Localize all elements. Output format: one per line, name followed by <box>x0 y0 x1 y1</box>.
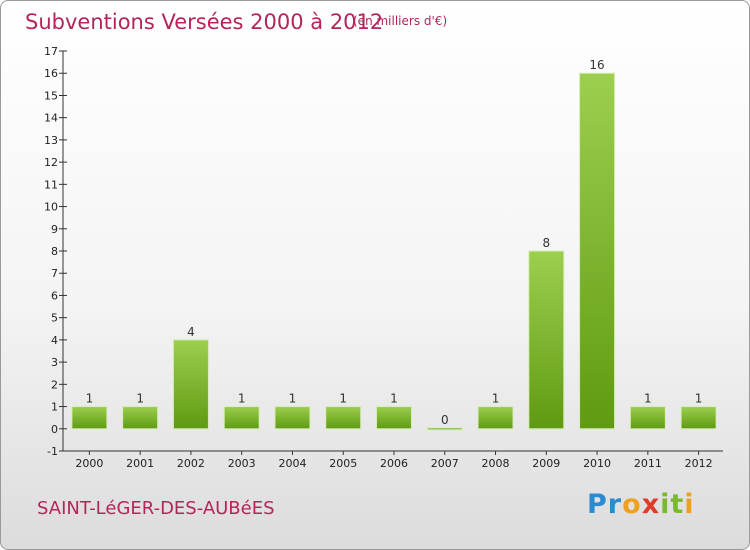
logo-letter: P <box>587 489 608 520</box>
logo-letter: t <box>670 489 685 520</box>
bar <box>579 72 616 430</box>
bar <box>122 406 159 430</box>
data-label: 1 <box>339 392 347 406</box>
data-label: 1 <box>644 392 652 406</box>
x-tick-label: 2008 <box>482 457 510 470</box>
proxiti-logo: Proxiti <box>587 489 695 520</box>
y-tick-label: 11 <box>44 178 58 191</box>
y-tick-label: 1 <box>51 401 58 414</box>
logo-letter: x <box>641 489 661 520</box>
bar <box>325 406 362 430</box>
y-tick-label: 8 <box>51 245 58 258</box>
bar <box>680 406 717 430</box>
x-tick-label: 2010 <box>583 457 611 470</box>
x-tick-label: 2009 <box>532 457 560 470</box>
y-tick-label: 3 <box>51 356 58 369</box>
x-tick-label: 2007 <box>431 457 459 470</box>
y-tick-label: 6 <box>51 289 58 302</box>
data-label: 1 <box>86 392 94 406</box>
x-tick-label: 2000 <box>75 457 103 470</box>
data-label: 1 <box>136 392 144 406</box>
chart-labels: 1 1 4 1 1 1 1 0 1 8 16 1 1 <box>86 58 703 427</box>
y-tick-label: 10 <box>44 201 58 214</box>
chart-subtitle: (en milliers d'€) <box>353 14 448 28</box>
data-label: 8 <box>542 236 550 250</box>
y-tick-label: 13 <box>44 134 58 147</box>
bar <box>477 406 514 430</box>
data-label: 16 <box>589 58 604 72</box>
data-label: 1 <box>695 392 703 406</box>
data-label: 1 <box>289 392 297 406</box>
chart-title: Subventions Versées 2000 à 2012 <box>25 10 384 34</box>
x-tick-label: 2003 <box>228 457 256 470</box>
y-tick-label: 4 <box>51 334 58 347</box>
bar <box>71 406 108 430</box>
data-label: 0 <box>441 413 449 427</box>
bar <box>426 427 463 431</box>
y-tick-label: 2 <box>51 378 58 391</box>
data-label: 1 <box>390 392 398 406</box>
logo-letter: r <box>607 489 623 520</box>
y-tick-label: 7 <box>51 267 58 280</box>
logo-letter: o <box>622 489 642 520</box>
data-label: 4 <box>187 325 195 339</box>
x-tick-label: 2011 <box>634 457 662 470</box>
x-tick-label: 2001 <box>126 457 154 470</box>
bar <box>376 406 412 430</box>
x-tick-label: 2005 <box>329 457 357 470</box>
logo-letter: i <box>660 489 671 520</box>
y-tick-label: -1 <box>47 445 58 458</box>
x-tick-label: 2004 <box>278 457 306 470</box>
y-tick-label: 5 <box>51 312 58 325</box>
x-tick-label: 2006 <box>380 457 408 470</box>
data-label: 1 <box>238 392 246 406</box>
data-label: 1 <box>492 392 500 406</box>
bar <box>223 406 260 430</box>
x-tick-label: 2012 <box>685 457 713 470</box>
y-tick-label: 17 <box>44 45 58 58</box>
y-tick-label: 15 <box>44 89 58 102</box>
y-tick-label: 16 <box>44 67 58 80</box>
y-tick-label: 0 <box>51 423 58 436</box>
y-tick-label: 14 <box>44 112 58 125</box>
bar <box>528 250 565 430</box>
bar <box>274 406 311 430</box>
bar <box>172 339 209 430</box>
x-tick-label: 2002 <box>177 457 205 470</box>
logo-letter: i <box>684 489 695 520</box>
commune-name: SAINT-LéGER-DES-AUBéES <box>37 498 275 519</box>
y-tick-label: 9 <box>51 223 58 236</box>
chart-bars <box>71 72 717 431</box>
bar <box>629 406 666 430</box>
y-tick-label: 12 <box>44 156 58 169</box>
